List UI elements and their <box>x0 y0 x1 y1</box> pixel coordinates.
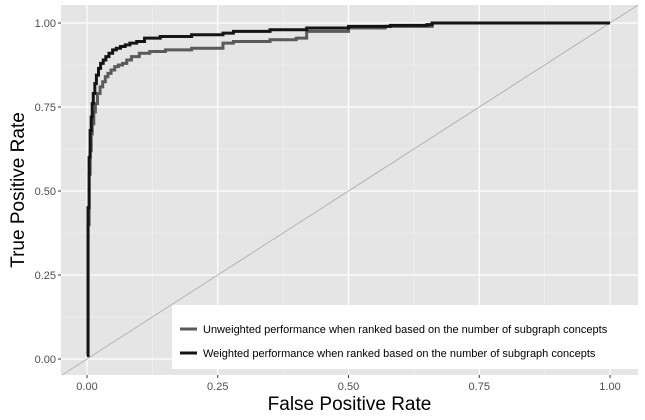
x-axis-ticks: 0.00 0.25 0.50 0.75 1.00 <box>76 375 621 393</box>
legend: Unweighted performance when ranked based… <box>172 305 638 369</box>
y-axis-ticks: 0.00 0.25 0.50 0.75 1.00 <box>35 18 61 366</box>
series-line-unweighted <box>86 21 610 358</box>
y-axis-title: True Positive Rate <box>8 112 29 268</box>
x-tick-label: 0.50 <box>338 381 359 393</box>
y-tick-label: 0.25 <box>35 270 56 282</box>
series-line-weighted <box>86 21 610 358</box>
legend-label-weighted: Weighted performance when ranked based o… <box>203 348 596 360</box>
x-tick-label: 0.25 <box>207 381 228 393</box>
y-tick-label: 0.50 <box>35 186 56 198</box>
diagonal-reference-line <box>61 4 639 376</box>
x-axis-title: False Positive Rate <box>268 394 432 415</box>
y-tick-label: 0.00 <box>35 354 56 366</box>
y-tick-label: 0.75 <box>35 102 56 114</box>
x-tick-label: 0.00 <box>76 381 97 393</box>
x-tick-label: 1.00 <box>599 381 620 393</box>
series-layer <box>86 21 610 358</box>
y-tick-label: 1.00 <box>35 18 56 30</box>
x-tick-label: 0.75 <box>469 381 490 393</box>
legend-box <box>172 305 638 369</box>
minor-gridlines <box>61 5 638 375</box>
legend-label-unweighted: Unweighted performance when ranked based… <box>203 324 608 336</box>
